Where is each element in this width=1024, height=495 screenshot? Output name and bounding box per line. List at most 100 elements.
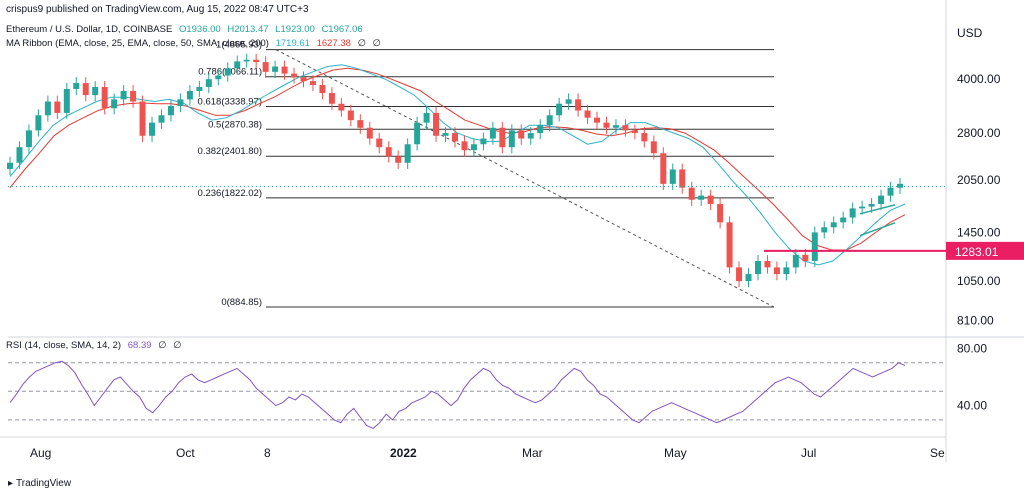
- candle-body: [508, 130, 515, 148]
- candle-body: [149, 122, 156, 136]
- candle-body: [54, 101, 61, 113]
- candle-body: [423, 112, 430, 123]
- rsi-tick-label: 40.00: [957, 399, 987, 413]
- candle-body: [802, 254, 809, 261]
- publisher-header: crispus9 published on TradingView.com, A…: [6, 4, 309, 15]
- candle-body: [887, 187, 894, 196]
- candle-body: [792, 254, 799, 268]
- candle-body: [631, 130, 638, 134]
- candle-body: [158, 115, 165, 123]
- fib-level-label: 0.382(2401.80): [198, 146, 262, 157]
- candle-body: [499, 127, 506, 148]
- currency-label: USD: [957, 26, 983, 40]
- candle-body: [139, 101, 146, 136]
- candle-body: [395, 156, 402, 163]
- candle-body: [366, 127, 373, 139]
- candle-body: [679, 169, 686, 188]
- candle-body: [196, 86, 203, 91]
- candle-body: [347, 110, 354, 121]
- candle-body: [111, 99, 118, 109]
- candle-body: [433, 112, 440, 136]
- candle-body: [63, 88, 70, 113]
- ohlc-close: C1967.06: [321, 24, 363, 35]
- ma-ema25-value: 1719.61: [275, 38, 310, 49]
- candle-body: [897, 183, 903, 188]
- candle-body: [300, 77, 307, 82]
- ma-sma200-na: ∅: [357, 38, 366, 49]
- candle-body: [186, 90, 193, 100]
- time-tick-label: Jul: [801, 446, 816, 460]
- fib-level-label: 0.236(1822.02): [198, 188, 262, 199]
- rsi-label: RSI (14, close, SMA, 14, 2): [6, 340, 122, 351]
- candle-body: [291, 73, 298, 78]
- price-tick-label: 2800.00: [957, 126, 1001, 140]
- candle-body: [537, 125, 544, 134]
- candle-body: [376, 138, 383, 148]
- candle-body: [622, 125, 629, 131]
- candle-body: [44, 101, 51, 116]
- candle-body: [811, 232, 818, 261]
- support-level-tag: [946, 241, 1024, 260]
- price-tick-label: 2050.00: [957, 173, 1001, 187]
- ohlc-low: L1923.00: [275, 24, 315, 35]
- candle-body: [878, 195, 885, 205]
- rsi-tick-label: 80.00: [957, 341, 987, 355]
- candle-body: [357, 120, 364, 128]
- candle-body: [859, 206, 866, 209]
- candle-body: [688, 187, 695, 200]
- ema50-line: [9, 67, 906, 251]
- candle-body: [565, 99, 572, 104]
- candle-body: [707, 195, 714, 205]
- candle-body: [7, 162, 13, 169]
- price-tick-label: 1450.00: [957, 225, 1001, 239]
- candle-body: [669, 169, 676, 184]
- candle-body: [650, 141, 657, 154]
- candle-body: [452, 133, 458, 142]
- candle-body: [385, 147, 392, 157]
- rsi-na-2: ∅: [173, 340, 182, 351]
- candle-body: [234, 61, 241, 69]
- candle-body: [309, 81, 316, 85]
- time-tick-label: Mar: [522, 446, 543, 460]
- candle-body: [101, 86, 108, 109]
- candle-body: [575, 99, 582, 111]
- candle-body: [754, 260, 761, 275]
- fib-level-label: 1(4865.93): [216, 40, 262, 51]
- symbol-legend[interactable]: Ethereum / U.S. Dollar, 1D, COINBASE O19…: [6, 24, 367, 35]
- fib-level-label: 0(884.85): [221, 297, 262, 308]
- candle-body: [830, 222, 837, 228]
- rsi-line: [9, 360, 906, 429]
- candle-body: [726, 222, 733, 268]
- candle-body: [243, 59, 250, 62]
- candle-body: [849, 208, 856, 218]
- candle-body: [177, 99, 184, 106]
- candle-body: [82, 83, 89, 96]
- candle-body: [480, 138, 487, 145]
- tradingview-brand: ▸ TradingView: [8, 478, 71, 489]
- candle-body: [414, 122, 421, 145]
- ma-ribbon-label: MA Ribbon (EMA, close, 25, EMA, close, 5…: [6, 38, 269, 49]
- fib-level-label: 0.5(2870.38): [208, 119, 262, 130]
- candle-body: [584, 110, 591, 118]
- candle-body: [120, 90, 127, 100]
- rsi-value: 68.39: [127, 340, 152, 351]
- candle-body: [527, 133, 534, 139]
- ma-ema50-value: 1627.38: [316, 38, 351, 49]
- candle-body: [35, 115, 42, 131]
- candle-body: [594, 117, 601, 123]
- rsi-na-1: ∅: [158, 340, 167, 351]
- ma-ribbon-legend[interactable]: MA Ribbon (EMA, close, 25, EMA, close, 5…: [6, 38, 385, 49]
- candle-body: [868, 204, 875, 207]
- candle-body: [272, 66, 279, 72]
- ma-extra-na: ∅: [372, 38, 381, 49]
- candle-body: [167, 105, 174, 116]
- candle-body: [404, 144, 411, 163]
- candle-body: [736, 267, 743, 282]
- price-tick-label: 1050.00: [957, 274, 1001, 288]
- rsi-legend[interactable]: RSI (14, close, SMA, 14, 2) 68.39 ∅ ∅: [6, 340, 185, 351]
- candle-body: [698, 195, 705, 200]
- candle-body: [92, 86, 99, 96]
- fib-trend-line: [275, 49, 775, 308]
- symbol-name: Ethereum / U.S. Dollar, 1D, COINBASE: [6, 24, 173, 35]
